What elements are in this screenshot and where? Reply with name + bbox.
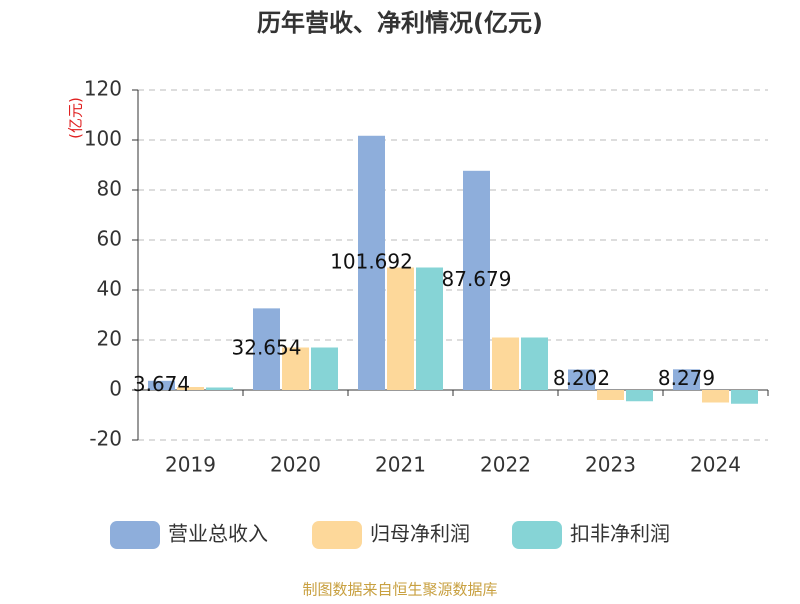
y-axis-label: (亿元) [67,97,85,139]
y-tick-label: 20 [97,327,122,351]
bar [702,390,729,403]
bar [673,369,700,390]
bar [626,390,653,402]
bar [206,387,233,390]
x-tick-label: 2022 [480,453,531,477]
bar [253,308,280,390]
data-label: 8.279 [658,366,715,390]
y-tick-label: 40 [97,277,122,301]
y-tick-label: 60 [97,227,122,251]
y-tick-label: 0 [109,377,122,401]
source-note: 制图数据来自恒生聚源数据库 [302,581,497,599]
bar [731,390,758,404]
bar [387,267,414,390]
legend-swatch [110,521,160,549]
bar [311,347,338,390]
bar [282,347,309,390]
bar [177,387,204,390]
y-tick-label: -20 [89,427,122,451]
bar [463,170,490,390]
bar [358,135,385,390]
legend-label: 营业总收入 [168,522,268,546]
legend-label: 扣非净利润 [570,522,670,546]
legend-label: 归母净利润 [370,522,470,546]
bar [492,337,519,390]
y-tick-label: 100 [84,127,122,151]
x-tick-label: 2020 [270,453,321,477]
data-label: 87.679 [442,267,512,291]
y-tick-label: 80 [97,177,122,201]
chart-title: 历年营收、净利情况(亿元) [257,9,543,37]
data-label: 32.654 [232,336,302,360]
bar [568,369,595,390]
bar [597,390,624,400]
bar [416,267,443,390]
legend-swatch [512,521,562,549]
data-label: 8.202 [553,366,610,390]
legend-swatch [312,521,362,549]
data-label: 3.674 [133,372,190,396]
x-tick-label: 2019 [165,453,216,477]
x-tick-label: 2021 [375,453,426,477]
data-label: 101.692 [330,249,413,273]
bar [148,380,175,390]
x-tick-label: 2024 [690,453,741,477]
bar [521,337,548,390]
y-tick-label: 120 [84,77,122,101]
x-tick-label: 2023 [585,453,636,477]
